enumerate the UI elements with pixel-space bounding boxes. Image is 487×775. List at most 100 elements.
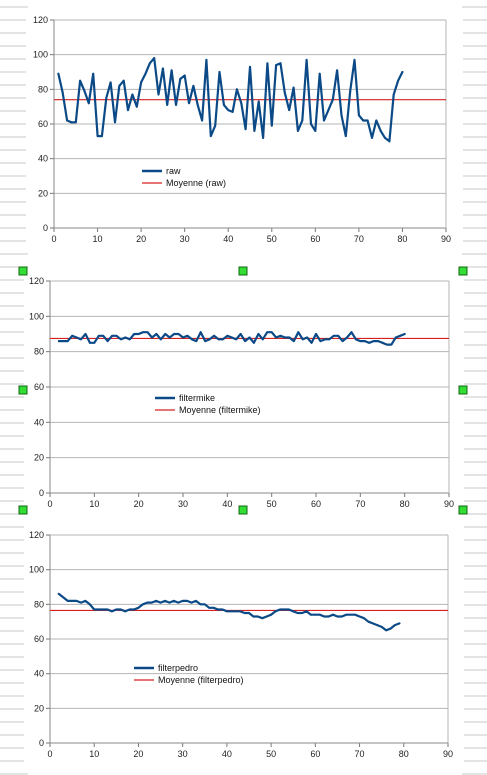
data-point xyxy=(146,601,149,604)
data-point xyxy=(336,615,339,618)
data-point xyxy=(144,72,147,75)
data-point xyxy=(57,72,60,75)
data-point xyxy=(195,599,197,602)
data-point xyxy=(275,336,277,339)
data-point xyxy=(310,613,312,616)
data-point xyxy=(239,333,242,335)
data-points xyxy=(57,331,406,346)
x-tick-label: 50 xyxy=(266,749,276,759)
chart-1: 0 20 40 60 80 100 120 0 10 20 30 40 50 60 70 80 90 raw Moy… xyxy=(26,8,463,251)
data-point xyxy=(394,336,397,339)
data-point xyxy=(380,625,383,628)
data-point xyxy=(355,338,357,341)
data-point xyxy=(188,102,190,105)
data-point xyxy=(87,102,90,105)
data-point xyxy=(217,608,219,611)
data-point xyxy=(106,340,109,342)
x-tick-label: 90 xyxy=(443,749,453,759)
data-point xyxy=(168,601,171,604)
data-point xyxy=(287,608,290,611)
y-tick-label: 0 xyxy=(39,488,44,498)
data-point xyxy=(195,340,198,342)
data-point xyxy=(331,98,334,101)
data-point xyxy=(203,603,206,606)
data-point xyxy=(266,331,269,334)
data-point xyxy=(151,336,153,339)
data-points xyxy=(57,57,404,143)
data-point xyxy=(150,601,153,604)
data-point xyxy=(323,119,325,122)
data-point xyxy=(240,102,243,105)
data-point xyxy=(344,135,347,138)
x-tick-label: 0 xyxy=(51,234,56,244)
data-point xyxy=(140,81,143,84)
data-point xyxy=(257,333,260,335)
data-point xyxy=(319,340,322,342)
resize-handle[interactable] xyxy=(238,505,248,515)
resize-handle[interactable] xyxy=(18,266,28,276)
data-point xyxy=(71,334,74,337)
data-point xyxy=(389,627,392,630)
data-point xyxy=(93,608,96,611)
y-tick-label: 60 xyxy=(34,634,44,644)
data-point xyxy=(337,334,340,337)
data-point xyxy=(353,58,356,61)
data-point xyxy=(328,338,331,341)
data-point xyxy=(128,338,131,341)
data-point xyxy=(135,105,138,108)
y-tick-label: 120 xyxy=(33,15,48,25)
data-point xyxy=(301,338,304,341)
data-point xyxy=(175,104,177,106)
chart-area xyxy=(24,511,464,773)
y-tick-label: 40 xyxy=(34,417,44,427)
data-point xyxy=(310,341,313,344)
data-point xyxy=(102,334,105,337)
y-tick-label: 120 xyxy=(29,276,44,286)
data-point xyxy=(381,341,384,344)
data-point xyxy=(270,331,273,334)
data-point xyxy=(231,110,234,113)
data-point xyxy=(199,331,202,334)
data-point xyxy=(279,62,282,65)
data-point xyxy=(201,119,203,122)
y-tick-label: 100 xyxy=(33,50,48,60)
data-point xyxy=(284,336,286,339)
data-point xyxy=(248,612,250,614)
data-point xyxy=(371,136,373,139)
data-point xyxy=(106,608,109,611)
sheet-row-lines xyxy=(0,6,487,775)
data-point xyxy=(346,336,348,339)
data-point xyxy=(97,334,100,337)
data-point xyxy=(306,336,309,339)
data-point xyxy=(159,601,162,604)
data-point xyxy=(310,123,312,125)
data-point xyxy=(292,86,295,89)
resize-handle[interactable] xyxy=(458,505,468,515)
data-point xyxy=(196,104,199,106)
resize-handle[interactable] xyxy=(18,505,28,515)
x-tick-label: 80 xyxy=(400,499,410,509)
data-point xyxy=(115,608,118,611)
data-point xyxy=(270,613,273,616)
data-point xyxy=(377,340,379,342)
data-point xyxy=(244,340,246,342)
resize-handle[interactable] xyxy=(238,266,248,276)
data-point xyxy=(177,601,180,604)
data-point xyxy=(182,336,184,339)
data-point xyxy=(336,69,339,72)
resize-handle[interactable] xyxy=(458,385,468,395)
data-point xyxy=(399,334,402,337)
legend: filterpedro Moyenne (filterpedro) xyxy=(134,663,244,685)
data-point xyxy=(83,90,86,92)
data-point xyxy=(301,119,304,122)
data-point xyxy=(279,608,281,611)
resize-handle[interactable] xyxy=(458,266,468,276)
data-point xyxy=(57,593,60,595)
data-point xyxy=(367,620,370,623)
resize-handle[interactable] xyxy=(18,385,28,395)
data-point xyxy=(388,140,391,143)
data-point xyxy=(120,338,122,341)
x-tick-label: 40 xyxy=(222,499,232,509)
chart-area xyxy=(24,271,464,511)
